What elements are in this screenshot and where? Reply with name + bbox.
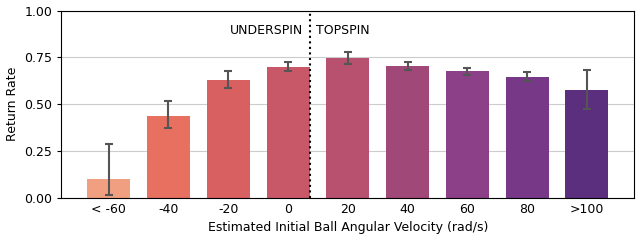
Text: TOPSPIN: TOPSPIN: [316, 24, 369, 37]
Bar: [326, 58, 369, 198]
Bar: [446, 72, 489, 198]
Bar: [386, 66, 429, 198]
Bar: [266, 67, 310, 198]
Bar: [506, 77, 548, 198]
Bar: [147, 115, 190, 198]
Y-axis label: Return Rate: Return Rate: [6, 67, 19, 141]
X-axis label: Estimated Initial Ball Angular Velocity (rad/s): Estimated Initial Ball Angular Velocity …: [207, 222, 488, 234]
Text: UNDERSPIN: UNDERSPIN: [230, 24, 303, 37]
Bar: [87, 179, 130, 198]
Bar: [207, 80, 250, 198]
Bar: [565, 90, 609, 198]
